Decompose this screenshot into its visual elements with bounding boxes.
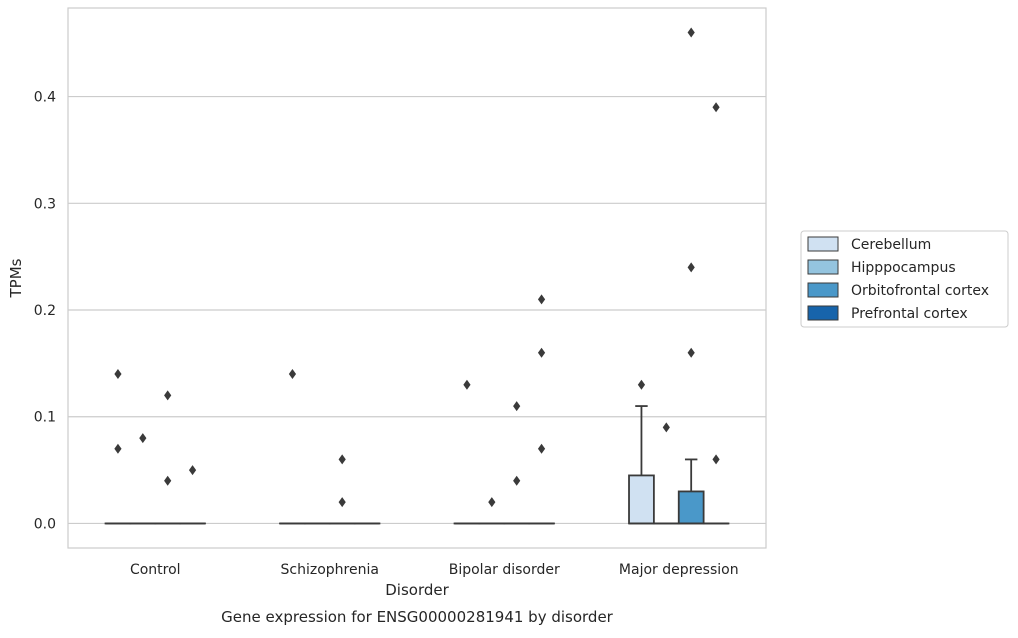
- box-orbitofrontal-cortex: [679, 491, 704, 523]
- y-tick-label: 0.4: [34, 90, 56, 106]
- legend-label: Prefrontal cortex: [851, 306, 968, 322]
- legend-label: Orbitofrontal cortex: [851, 283, 989, 299]
- legend-swatch: [808, 237, 838, 251]
- legend-swatch: [808, 283, 838, 297]
- legend-swatch: [808, 260, 838, 274]
- x-tick-label: Schizophrenia: [281, 562, 379, 578]
- x-tick-label: Control: [130, 562, 181, 578]
- y-tick-label: 0.3: [34, 196, 56, 212]
- y-axis-label: TPMs: [7, 258, 25, 298]
- plot-area: [68, 8, 766, 548]
- y-axis-ticks: 0.0 0.1 0.2 0.3 0.4: [34, 90, 56, 533]
- y-tick-label: 0.2: [34, 303, 56, 319]
- x-axis-ticks: Control Schizophrenia Bipolar disorder Majo…: [130, 562, 739, 578]
- x-tick-label: Bipolar disorder: [449, 562, 560, 578]
- x-axis-label: Disorder: [385, 581, 449, 599]
- legend-label: Hipppocampus: [851, 260, 956, 276]
- box-cerebellum: [629, 475, 654, 523]
- y-tick-label: 0.0: [34, 516, 56, 532]
- legend-label: Cerebellum: [851, 237, 931, 253]
- chart-caption: Gene expression for ENSG00000281941 by d…: [221, 608, 614, 626]
- x-tick-label: Major depression: [619, 562, 739, 578]
- legend: Cerebellum Hipppocampus Orbitofrontal cort…: [801, 231, 1008, 327]
- y-tick-label: 0.1: [34, 410, 56, 426]
- legend-swatch: [808, 306, 838, 320]
